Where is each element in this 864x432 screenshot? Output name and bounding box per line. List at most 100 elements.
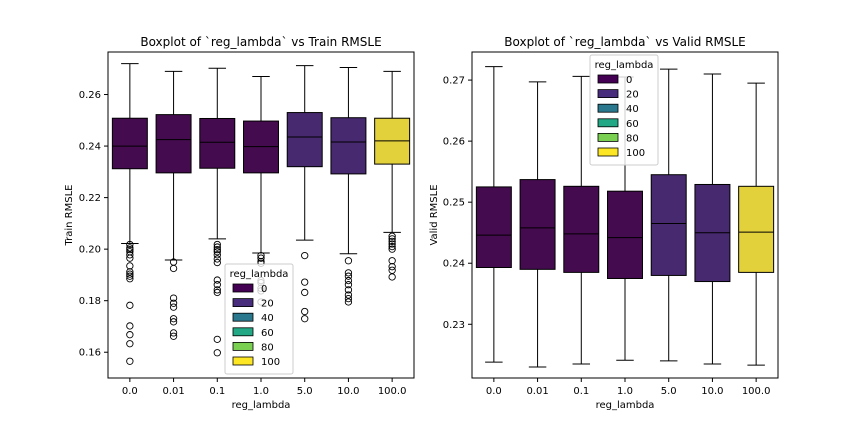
- outlier-point: [126, 340, 134, 348]
- outlier-point: [126, 270, 134, 278]
- box-body: [330, 117, 367, 175]
- outlier-point: [388, 245, 396, 253]
- train-chart-title: Boxplot of `reg_lambda` vs Train RMSLE: [140, 35, 381, 49]
- outlier-point: [344, 298, 353, 306]
- outlier-point: [213, 255, 221, 263]
- legend-swatch-20: [597, 89, 619, 98]
- train-y-axis: 0.16 0.18 0.20 0.22 0.24 0.26: [79, 90, 108, 359]
- outlier-point: [169, 332, 178, 340]
- train-y-tick-label: 0.18: [79, 296, 101, 307]
- train-box-10.0: [330, 66, 367, 306]
- train-x-axis-label: reg_lambda: [232, 400, 291, 411]
- outlier-point: [301, 288, 309, 297]
- outlier-point: [388, 273, 396, 281]
- outlier-point: [301, 278, 309, 286]
- legend-swatch-80: [597, 133, 619, 142]
- outlier-point: [388, 257, 396, 265]
- outlier-point: [126, 301, 134, 309]
- outlier-point: [344, 294, 353, 303]
- valid-x-tick-label: 0.01: [526, 386, 548, 397]
- outlier-point: [126, 240, 134, 249]
- valid-box-0.0: [475, 66, 512, 363]
- train-rmsle-chart: 0.16 0.18 0.20 0.22 0.24 0.26 0.0 0.01 0.1 1.0 5.…: [64, 35, 415, 411]
- legend-label-0: 0: [261, 284, 267, 295]
- legend-label-20: 20: [626, 90, 639, 101]
- train-legend-title: reg_lambda: [230, 269, 289, 280]
- outlier-point: [213, 335, 221, 343]
- legend-entries: 0 20 40 60 80 100: [232, 283, 280, 368]
- outlier-point: [169, 303, 178, 311]
- legend-swatch-40: [597, 103, 619, 113]
- valid-y-tick-label: 0.27: [443, 76, 465, 87]
- box-body: [607, 190, 643, 279]
- box-body: [650, 174, 687, 276]
- outlier-point: [126, 272, 134, 280]
- train-y-tick-label: 0.26: [79, 90, 101, 101]
- outlier-point: [344, 276, 353, 285]
- outlier-point: [344, 269, 353, 277]
- legend-swatch-80: [232, 342, 254, 351]
- legend-label-100: 100: [261, 357, 280, 368]
- outlier-point: [344, 281, 353, 289]
- legend-label-40: 40: [261, 313, 274, 324]
- box-body: [738, 185, 775, 273]
- outlier-point: [301, 315, 309, 323]
- legend-swatch-0: [232, 283, 254, 293]
- train-y-tick-label: 0.16: [79, 348, 101, 359]
- valid-y-tick-label: 0.25: [443, 198, 465, 209]
- train-x-tick-label: 0.0: [122, 386, 138, 397]
- train-legend: reg_lambda 0 20 40 60 80 100: [224, 263, 294, 375]
- legend-label-40: 40: [626, 104, 639, 115]
- outlier-point: [169, 329, 178, 337]
- outlier-point: [388, 237, 396, 246]
- outlier-point: [388, 235, 396, 243]
- valid-box-0.01: [519, 81, 556, 368]
- outlier-point: [169, 318, 178, 326]
- outlier-point: [301, 307, 309, 316]
- train-x-axis: 0.0 0.01 0.1 1.0 5.0 10.0 100.0: [122, 378, 407, 397]
- legend-swatch-60: [597, 118, 619, 128]
- outlier-point: [213, 258, 221, 267]
- outlier-point: [344, 286, 353, 294]
- train-y-tick-label: 0.20: [79, 245, 101, 256]
- outlier-point: [388, 242, 396, 251]
- train-y-tick-label: 0.22: [79, 193, 101, 204]
- legend-label-60: 60: [626, 119, 639, 130]
- box-body: [519, 179, 556, 270]
- valid-x-tick-label: 1.0: [617, 386, 633, 397]
- outlier-point: [126, 244, 134, 252]
- outlier-point: [213, 276, 221, 284]
- valid-x-tick-label: 5.0: [661, 386, 677, 397]
- outlier-point: [213, 243, 221, 251]
- valid-box-0.1: [563, 75, 600, 365]
- legend-swatch-40: [232, 312, 254, 322]
- valid-box-1.0: [607, 76, 643, 361]
- legend-label-0: 0: [626, 75, 632, 86]
- valid-x-tick-label: 100.0: [742, 386, 771, 397]
- train-box-1.0: [243, 75, 279, 306]
- outlier-point: [126, 251, 134, 259]
- outlier-point: [169, 315, 178, 323]
- train-x-tick-label: 100.0: [378, 386, 407, 397]
- outlier-point: [213, 248, 221, 256]
- valid-box-100.0: [738, 82, 775, 366]
- box-body: [286, 112, 323, 168]
- outlier-point: [257, 254, 265, 262]
- box-body: [111, 117, 148, 170]
- train-x-tick-label: 0.01: [162, 386, 184, 397]
- legend-swatch-100: [232, 356, 254, 366]
- valid-box-5.0: [650, 68, 687, 362]
- legend-label-80: 80: [626, 133, 639, 144]
- outlier-point: [126, 262, 134, 270]
- outlier-point: [126, 331, 134, 339]
- outlier-point: [126, 322, 134, 330]
- outlier-point: [388, 232, 396, 240]
- legend-label-80: 80: [261, 342, 274, 353]
- outlier-point: [126, 357, 134, 365]
- outlier-point: [344, 257, 353, 265]
- legend-swatch-100: [597, 147, 619, 157]
- train-y-tick-label: 0.24: [79, 142, 101, 153]
- outlier-point: [126, 268, 134, 276]
- outlier-point: [213, 349, 221, 357]
- legend-swatch-20: [232, 298, 254, 307]
